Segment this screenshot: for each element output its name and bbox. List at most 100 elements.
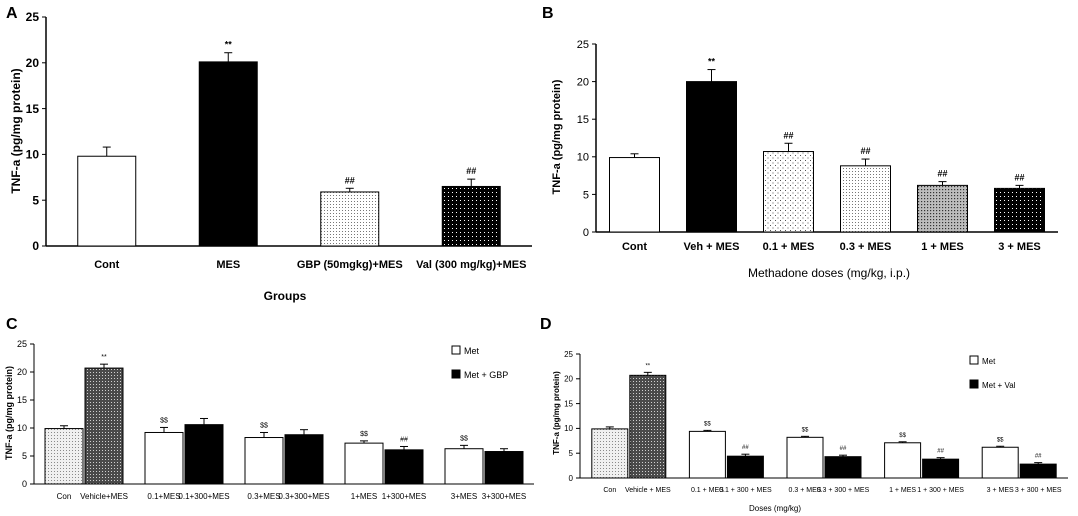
y-tick-label: 0 xyxy=(32,239,39,253)
legend-label: Met + GBP xyxy=(464,370,508,380)
panel-letter-a: A xyxy=(6,5,18,22)
significance-label: ** xyxy=(101,354,107,361)
significance-label: $$ xyxy=(997,437,1004,443)
category-label: 3 + MES xyxy=(987,487,1014,494)
y-tick-label: 25 xyxy=(17,339,27,349)
significance-label: $$ xyxy=(899,433,906,439)
bar-a-1 xyxy=(77,155,137,247)
significance-label: ## xyxy=(400,436,408,443)
significance-label: ## xyxy=(466,166,476,176)
y-tick-label: 5 xyxy=(32,193,39,207)
category-label: 3 + MES xyxy=(998,241,1041,253)
bar-c-10 xyxy=(484,451,524,485)
category-label: 3 + 300 + MES xyxy=(1015,487,1062,494)
y-tick-label: 20 xyxy=(17,367,27,377)
bar-d-1 xyxy=(591,428,629,479)
chart-panel-a: 0 5 10 15 20 25 Cont ** MES ## GBP (50mgkg)+MES ## V… xyxy=(26,10,532,271)
panel-letter-c: C xyxy=(6,316,18,333)
significance-label: ## xyxy=(345,175,355,185)
significance-label: ## xyxy=(937,449,944,455)
panel-letter-b: B xyxy=(542,5,554,22)
bar-c-4 xyxy=(184,424,224,485)
significance-label: ## xyxy=(783,130,793,140)
bar-d-6 xyxy=(824,456,862,479)
bar-c-9 xyxy=(444,448,484,485)
significance-label: $$ xyxy=(160,417,168,424)
chart-panel-b: 0 5 10 15 20 25 Cont ** Veh + MES ## 0.1 + MES ## 0.… xyxy=(577,39,1058,253)
category-label: Cont xyxy=(622,241,647,253)
category-label: 0.3 + 300 + MES xyxy=(817,487,870,494)
y-tick-label: 10 xyxy=(17,423,27,433)
category-label: Vehicle + MES xyxy=(625,487,671,494)
chart-panel-c: 0 5 10 15 20 25 Con ** Vehicle+MES $$ 0.1+MES0.1+3… xyxy=(17,339,534,501)
category-label: Cont xyxy=(94,259,119,271)
bar-c-1 xyxy=(44,428,84,485)
y-tick-label: 10 xyxy=(564,424,573,433)
category-label: 1+300+MES xyxy=(382,492,426,501)
category-label: GBP (50mgkg)+MES xyxy=(297,259,403,271)
bar-d-2 xyxy=(629,374,667,479)
y-tick-label: 10 xyxy=(26,148,40,162)
category-label: 0.1 + MES xyxy=(691,487,724,494)
significance-label: ## xyxy=(840,446,847,452)
significance-label: $$ xyxy=(260,422,268,429)
y-tick-label: 0 xyxy=(583,227,589,239)
y-tick-label: 5 xyxy=(583,189,589,201)
category-label: 0.3 + MES xyxy=(840,241,892,253)
category-label: MES xyxy=(216,259,240,271)
significance-label: ## xyxy=(1035,454,1042,460)
bar-a-2 xyxy=(198,61,258,247)
category-label: Vehicle+MES xyxy=(80,492,128,501)
category-label: 0.1+300+MES xyxy=(178,492,229,501)
category-label: Con xyxy=(603,487,616,494)
bar-c-2 xyxy=(84,367,124,485)
bar-c-8 xyxy=(384,449,424,485)
significance-label: $$ xyxy=(360,431,368,438)
bar-c-5 xyxy=(244,437,284,485)
x-axis-title-b: Methadone doses (mg/kg, i.p.) xyxy=(748,266,910,280)
y-tick-label: 15 xyxy=(577,114,589,126)
bar-a-3 xyxy=(320,191,380,247)
chart-panel-d: 0 5 10 15 20 25 Con ** Vehicle + MES $$ 0.1 + MES #… xyxy=(564,350,1068,494)
y-tick-label: 5 xyxy=(569,449,574,458)
significance-label: $$ xyxy=(802,427,809,433)
category-label: 1 + MES xyxy=(921,241,964,253)
bar-c-3 xyxy=(144,431,184,485)
bar-d-5 xyxy=(786,436,824,479)
bar-d-10 xyxy=(1019,463,1057,479)
significance-label: ## xyxy=(937,169,947,179)
panel-letter-d: D xyxy=(540,316,552,333)
y-tick-label: 20 xyxy=(577,76,589,88)
y-tick-label: 15 xyxy=(26,102,40,116)
y-axis-title-b: TNF-a (pg/mg protein) xyxy=(551,79,563,194)
y-tick-label: 20 xyxy=(26,56,40,70)
significance-label: ** xyxy=(645,363,650,369)
category-label: 3+MES xyxy=(451,492,477,501)
significance-label: ** xyxy=(225,40,233,50)
category-label: Val (300 mg/kg)+MES xyxy=(416,259,526,271)
legend-swatch xyxy=(969,379,979,389)
category-label: 0.3+MES xyxy=(247,492,280,501)
bar-b-2 xyxy=(686,81,737,233)
category-label: 1+MES xyxy=(351,492,377,501)
legend-swatch xyxy=(969,355,979,365)
bar-d-3 xyxy=(688,430,726,479)
bar-d-4 xyxy=(726,455,764,479)
bar-c-6 xyxy=(284,434,324,485)
category-label: 0.1 + MES xyxy=(763,241,815,253)
bar-d-8 xyxy=(922,458,960,479)
y-tick-label: 10 xyxy=(577,152,589,164)
bar-d-9 xyxy=(981,446,1019,479)
bar-b-4 xyxy=(840,165,891,233)
bar-d-7 xyxy=(884,442,922,479)
y-tick-label: 15 xyxy=(17,395,27,405)
y-tick-label: 5 xyxy=(22,451,27,461)
significance-label: ** xyxy=(708,57,716,67)
category-label: 3+300+MES xyxy=(482,492,526,501)
significance-label: ## xyxy=(860,146,870,156)
y-axis-title-a: TNF-a (pg/mg protein) xyxy=(9,68,23,193)
x-axis-title-d: Doses (mg/kg) xyxy=(749,504,801,513)
y-axis-title-c: TNF-a (pg/mg protein) xyxy=(4,366,14,460)
bar-b-6 xyxy=(994,187,1045,233)
category-label: 0.1+MES xyxy=(147,492,180,501)
